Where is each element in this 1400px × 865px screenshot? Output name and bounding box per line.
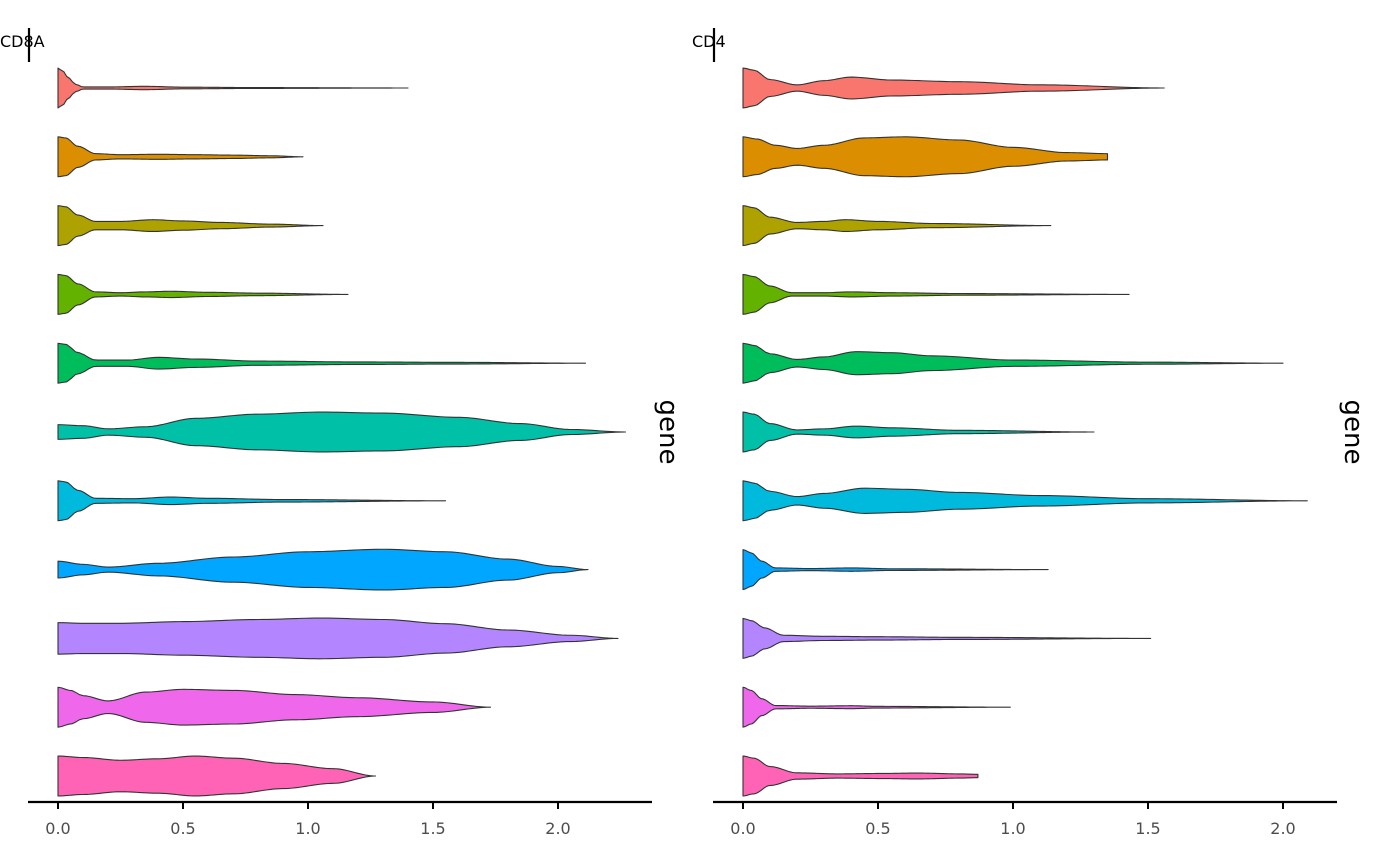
violin-cd8a-group-5	[57, 342, 587, 384]
violin-cd8a-group-9	[57, 617, 619, 660]
violin-cd8a-group-10	[57, 686, 492, 728]
panel-cd8a-x-ticks: 0.0 0.5 1.0 1.5 2.0	[45, 802, 571, 838]
x-tick-label-cd8a-2: 1.0	[295, 819, 320, 838]
violin-cd4-group-10	[742, 686, 1011, 728]
violin-cd8a-group-7	[57, 480, 447, 522]
panel-cd4-x-ticks: 0.0 0.5 1.0 1.5 2.0	[730, 802, 1296, 838]
panel-cd8a-side-label: gene	[653, 400, 683, 465]
violin-cd8a-group-11	[57, 755, 377, 797]
violin-cd4-group-3	[742, 205, 1052, 247]
violin-cd8a-group-4	[57, 273, 349, 315]
violin-cd4-group-2	[742, 136, 1109, 178]
violin-cd4-group-6	[742, 411, 1095, 453]
violin-cd8a-group-8	[57, 548, 589, 591]
x-tick-label-cd8a-1: 0.5	[170, 819, 195, 838]
violin-cd8a-group-3	[57, 205, 324, 247]
violin-cd4-group-7	[742, 480, 1308, 522]
x-tick-label-cd8a-3: 1.5	[420, 819, 445, 838]
x-tick-label-cd8a-4: 2.0	[545, 819, 570, 838]
panel-cd4-violins	[742, 67, 1308, 797]
violin-cd8a-group-6	[57, 411, 627, 453]
x-tick-label-cd4-2: 1.0	[1000, 819, 1025, 838]
violin-cd4-group-8	[742, 549, 1049, 591]
violin-cd4-group-9	[742, 617, 1152, 659]
x-tick-label-cd4-3: 1.5	[1135, 819, 1160, 838]
x-tick-label-cd4-4: 2.0	[1270, 819, 1295, 838]
x-tick-label-cd4-0: 0.0	[730, 819, 755, 838]
violin-cd4-group-4	[742, 273, 1130, 315]
panel-cd4-side-label: gene	[1338, 400, 1368, 465]
violin-cd8a-group-1	[57, 67, 409, 109]
panel-cd8a-violins	[57, 67, 627, 797]
x-tick-label-cd4-1: 0.5	[865, 819, 890, 838]
panel-cd8a-title: CD8A	[0, 32, 45, 51]
x-tick-label-cd8a-0: 0.0	[45, 819, 70, 838]
violin-cd4-group-11	[742, 755, 979, 797]
violin-cd8a-group-2	[57, 136, 304, 178]
violin-cd4-group-5	[742, 342, 1284, 384]
panel-cd8a: CD8A 0.0 0.5 1.0 1.5 2.0 gene	[0, 28, 683, 838]
panel-cd4-title: CD4	[692, 32, 726, 51]
panel-cd4: CD4 0.0 0.5 1.0 1.5 2.0 gene	[692, 28, 1368, 838]
violin-cd4-group-1	[742, 67, 1165, 109]
